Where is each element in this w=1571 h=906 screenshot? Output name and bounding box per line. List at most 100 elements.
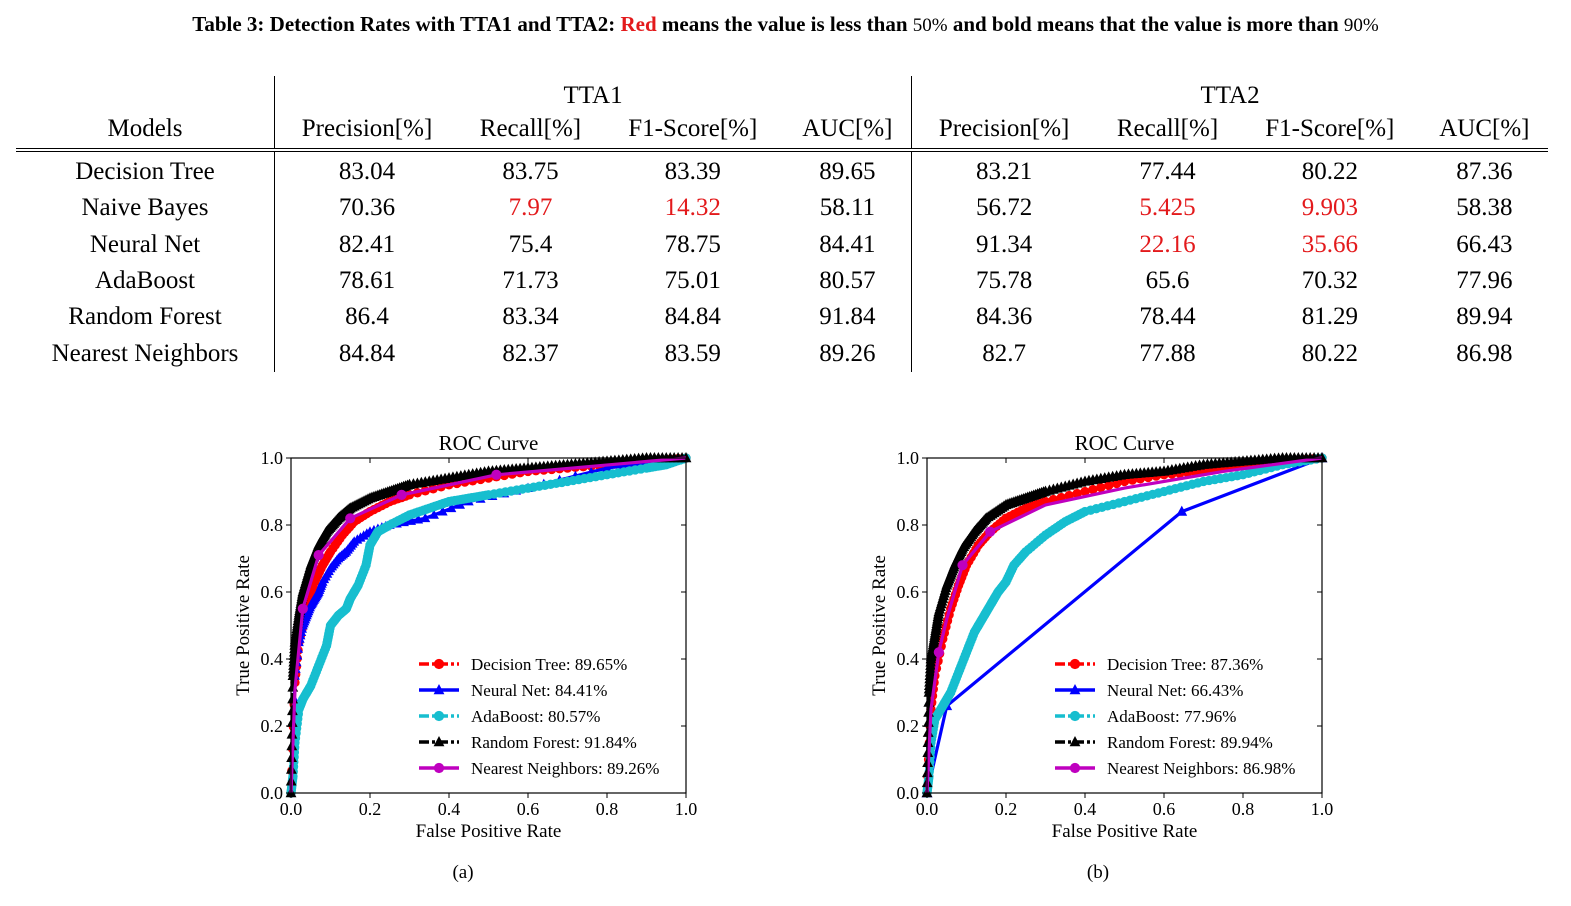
metric-cell: 83.59 (664, 339, 721, 367)
x-tick-label: 0.6 (517, 799, 540, 819)
data-point (437, 506, 448, 516)
column-header: Precision[%] (301, 115, 433, 142)
legend: Decision Tree: 89.65% Neural Net: 84.41% A… (419, 655, 659, 778)
x-tick-label: 0.4 (1074, 799, 1097, 819)
legend-label: Nearest Neighbors: 86.98% (1107, 759, 1295, 778)
metric-cell: 22.16 (1139, 230, 1196, 258)
group-header-row: TTA1 TTA2 (16, 76, 1548, 110)
metric-cell: 84.41 (783, 226, 913, 263)
data-point (1104, 480, 1114, 491)
legend-label: Random Forest: 89.94% (1107, 733, 1273, 752)
panel-label-a: (a) (452, 862, 474, 883)
metric-cell: 75.78 (975, 267, 1033, 295)
data-point (1069, 658, 1081, 670)
legend-label: Decision Tree: 87.36% (1107, 655, 1263, 674)
legend-item: Neural Net: 66.43% (1055, 681, 1243, 700)
metric-cell: 84.84 (664, 303, 721, 331)
legend-label: Decision Tree: 89.65% (471, 655, 627, 674)
plot-frame (926, 457, 1323, 794)
data-point (985, 526, 996, 537)
data-point (420, 512, 431, 523)
metric-cell: 65.6 (1145, 267, 1190, 295)
metric-cell: 82.7 (982, 339, 1026, 367)
metric-cell: 78.61 (338, 267, 396, 295)
metric-cell: 77.88 (1139, 339, 1196, 367)
y-tick-label: 0.4 (897, 649, 920, 669)
data-point (1072, 488, 1082, 499)
legend-label: AdaBoost: 77.96% (1107, 707, 1236, 726)
x-tick-label: 0.0 (280, 799, 303, 819)
data-point (396, 489, 407, 500)
metric-cell: 83.39 (664, 158, 721, 186)
table-row: Nearest Neighbors 84.84 82.37 83.59 89.26 82.… (16, 335, 1548, 372)
column-header: Precision[%] (938, 115, 1070, 142)
data-point (433, 684, 445, 695)
metric-cell: 7.97 (508, 194, 553, 222)
data-point (345, 513, 356, 524)
chart-title: ROC Curve (1075, 431, 1175, 455)
x-tick-label: 0.8 (1232, 799, 1255, 819)
table-row: AdaBoost 78.61 71.73 75.01 80.57 75.78 65.6 70.… (16, 262, 1548, 300)
metric-cell: 58.11 (783, 190, 913, 227)
data-point (446, 502, 457, 513)
metric-cell: 84.36 (975, 303, 1033, 331)
model-name-cell: Random Forest (16, 299, 275, 336)
caption-threshold-low: 50% (912, 15, 948, 36)
table-row: Naive Bayes 70.36 7.97 14.32 58.11 56.72 5.425… (16, 190, 1548, 227)
series-random-forest (285, 452, 692, 798)
metric-cell: 35.66 (1301, 230, 1358, 258)
column-header: AUC[%] (783, 110, 913, 150)
metric-cell: 89.26 (783, 335, 913, 372)
metric-cell: 81.29 (1301, 303, 1358, 331)
metric-cell: 83.75 (502, 158, 559, 186)
roc-chart-a: ROC Curve 0.0 0.2 0.4 0.6 0.8 1.0 0.0 0.2 0.4 0.6 0… (233, 431, 697, 842)
data-point (313, 550, 324, 561)
metric-cell: 84.84 (338, 339, 396, 367)
column-header-row: Models Precision[%] Recall[%] F1-Score[%… (16, 110, 1548, 150)
metric-cell: 87.36 (1456, 158, 1513, 186)
x-tick-label: 1.0 (1311, 799, 1334, 819)
data-point (433, 658, 445, 670)
legend-label: Neural Net: 84.41% (471, 681, 607, 700)
group-header-tta2: TTA2 (1200, 82, 1260, 109)
metric-cell: 78.44 (1139, 303, 1196, 331)
series-line (925, 456, 1323, 794)
data-point (433, 736, 445, 747)
data-point (1088, 484, 1098, 495)
metric-cell: 71.73 (502, 267, 559, 295)
x-tick-label: 0.0 (916, 799, 939, 819)
metric-cell: 83.04 (338, 158, 396, 186)
metric-cell: 5.425 (1139, 194, 1196, 222)
x-tick-label: 0.2 (359, 799, 382, 819)
table-caption: Table 3: Detection Rates with TTA1 and T… (0, 12, 1571, 37)
data-point (406, 515, 417, 525)
legend-item: Nearest Neighbors: 86.98% (1055, 759, 1295, 778)
metric-cell: 75.01 (664, 267, 721, 295)
metric-cell: 70.36 (338, 194, 396, 222)
x-tick-label: 0.6 (1153, 799, 1176, 819)
caption-lead: Table 3: Detection Rates with TTA1 and T… (192, 12, 616, 36)
data-point (491, 469, 502, 480)
data-point (1069, 710, 1081, 722)
y-tick-label: 0.4 (261, 649, 284, 669)
metric-cell: 91.34 (975, 230, 1033, 258)
metric-cell: 14.32 (664, 194, 721, 222)
plot-frame (290, 457, 687, 794)
y-tick-label: 0.2 (897, 716, 920, 736)
legend-item: AdaBoost: 77.96% (1055, 707, 1236, 726)
metric-cell: 66.43 (1456, 230, 1513, 258)
legend-item: AdaBoost: 80.57% (419, 707, 600, 726)
column-header: AUC[%] (1439, 115, 1530, 142)
caption-red-word: Red (620, 12, 657, 36)
column-header: F1-Score[%] (1265, 115, 1395, 142)
data-point (933, 647, 944, 658)
column-header: Recall[%] (479, 115, 582, 142)
data-point (413, 514, 424, 524)
model-name-cell: AdaBoost (16, 262, 275, 300)
y-tick-label: 0.2 (261, 716, 284, 736)
legend-item: Decision Tree: 87.36% (1055, 655, 1263, 674)
metric-cell: 80.22 (1301, 339, 1358, 367)
roc-chart-b: ROC Curve 0.0 0.2 0.4 0.6 0.8 1.0 0.0 0.2 0.4 0.6 0… (869, 431, 1334, 842)
model-name-cell: Decision Tree (16, 150, 275, 191)
data-point (297, 603, 308, 614)
